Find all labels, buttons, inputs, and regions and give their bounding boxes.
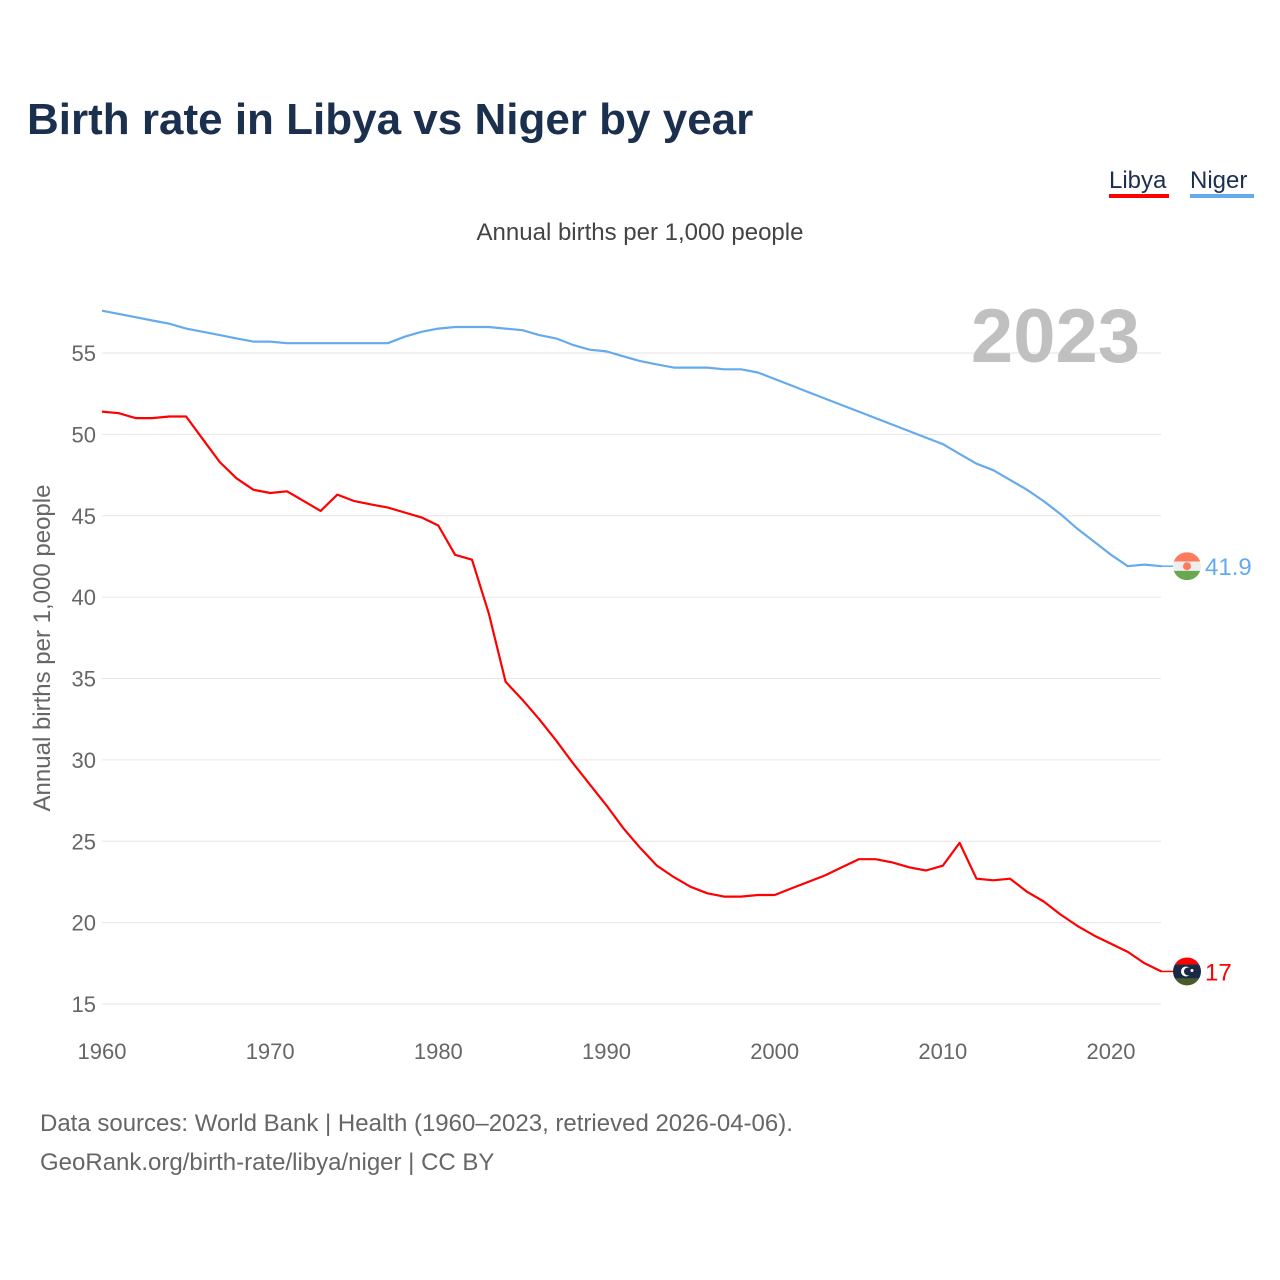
y-tick-label: 35: [72, 667, 96, 692]
x-tick-label: 2000: [750, 1039, 799, 1064]
source-line-1: Data sources: World Bank | Health (1960–…: [40, 1110, 793, 1137]
end-value-label: 41.9: [1205, 554, 1252, 581]
x-tick-label: 1970: [246, 1039, 295, 1064]
y-tick-label: 30: [72, 748, 96, 773]
legend-libya-swatch: [1109, 194, 1169, 198]
x-axis-ticks: 1960 1970 1980 1990 2000 2010 2020: [78, 1039, 1136, 1064]
chart-title: Birth rate in Libya vs Niger by year: [27, 95, 753, 144]
flag-crescent-cut: [1184, 967, 1192, 976]
series-line-niger: [101, 309, 1162, 568]
year-watermark: 2023: [971, 294, 1140, 379]
y-axis-label: Annual births per 1,000 people: [29, 485, 56, 812]
end-value-label: 17: [1205, 959, 1232, 986]
flag-body: [1173, 552, 1201, 581]
y-tick-label: 20: [72, 911, 96, 936]
flag-stripe: [1173, 552, 1201, 562]
x-tick-label: 1990: [582, 1039, 631, 1064]
niger-flag-icon: [1173, 552, 1201, 581]
legend: Libya Niger: [1109, 167, 1254, 198]
x-tick-label: 2010: [918, 1039, 967, 1064]
gridlines: [102, 352, 1161, 1005]
legend-niger[interactable]: Niger: [1190, 167, 1247, 194]
y-tick-label: 15: [72, 992, 96, 1017]
flag-body: [1173, 957, 1201, 986]
flag-stripe: [1173, 570, 1201, 581]
y-tick-label: 55: [72, 341, 96, 366]
series-line-libya: [101, 410, 1162, 973]
y-tick-label: 45: [72, 504, 96, 529]
legend-niger-swatch: [1190, 194, 1254, 198]
end-labels: 17 41.9: [1161, 552, 1252, 986]
flag-sun: [1183, 562, 1191, 571]
x-tick-label: 1980: [414, 1039, 463, 1064]
source-line-2: GeoRank.org/birth-rate/libya/niger | CC …: [40, 1149, 494, 1176]
series-lines: [101, 309, 1162, 973]
x-tick-label: 2020: [1087, 1039, 1136, 1064]
libya-flag-icon: [1173, 957, 1201, 986]
flag-stripe: [1173, 957, 1201, 965]
flag-stripe: [1173, 978, 1201, 986]
y-tick-label: 50: [72, 422, 96, 447]
y-axis-ticks: 15 20 25 30 35 40 45 50 55: [72, 341, 96, 1017]
chart-subtitle: Annual births per 1,000 people: [477, 219, 804, 246]
y-tick-label: 40: [72, 585, 96, 610]
flag-star: [1190, 968, 1194, 972]
x-tick-label: 1960: [78, 1039, 127, 1064]
legend-libya[interactable]: Libya: [1109, 167, 1167, 194]
y-tick-label: 25: [72, 829, 96, 854]
